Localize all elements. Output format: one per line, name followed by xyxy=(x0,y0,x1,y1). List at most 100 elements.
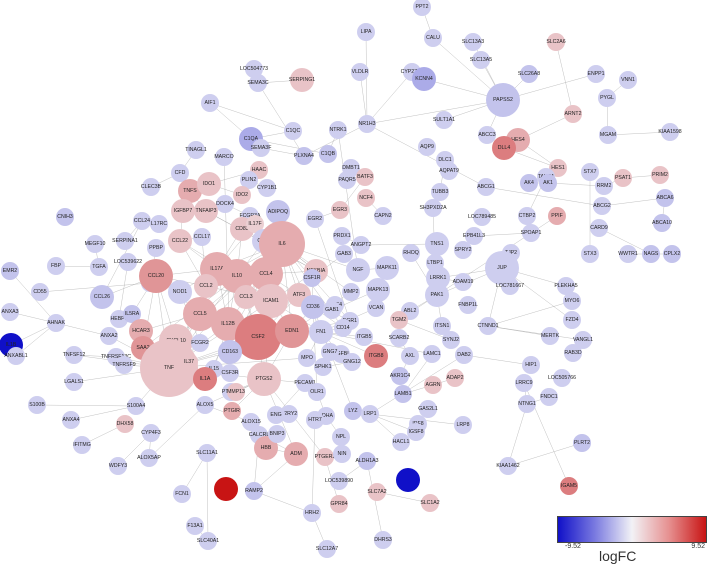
node-circle xyxy=(220,259,254,293)
node-circle xyxy=(245,60,263,78)
node-circle xyxy=(319,145,337,163)
node-label: SH3PXD2A xyxy=(419,205,447,211)
node-circle xyxy=(1,262,19,280)
node-sema3f: SEMA3F xyxy=(251,139,271,157)
node-label: PLXNA4 xyxy=(294,153,314,159)
node-circle xyxy=(139,259,173,293)
node-label: LRRC9 xyxy=(515,380,532,386)
node-circle xyxy=(194,274,218,298)
node-unlabeled xyxy=(396,468,420,492)
node-label: ITGB8 xyxy=(369,353,384,359)
node-label: ALDH1A3 xyxy=(355,458,378,464)
node-lgals1: LGALS1 xyxy=(64,373,84,391)
node-circle xyxy=(343,353,361,371)
node-label: KIAA1598 xyxy=(658,129,681,135)
node-label: FNBP1L xyxy=(458,302,478,308)
node-label: TNFSF12 xyxy=(63,352,86,358)
network-edge xyxy=(209,102,294,132)
node-circle xyxy=(331,201,349,219)
node-circle xyxy=(374,207,392,225)
node-label: IL15 xyxy=(209,366,219,372)
node-igfbp7: IGFBP7 xyxy=(171,199,195,223)
node-tns1: TNS1 xyxy=(425,232,449,256)
node-label: LRP8 xyxy=(457,422,470,428)
node-cd36: CD36 xyxy=(301,295,325,319)
node-circle xyxy=(267,406,285,424)
node-circle xyxy=(548,207,566,225)
node-label: GAS2L1 xyxy=(418,406,438,412)
node-adm: ADM xyxy=(284,442,308,466)
node-igsf8: IGSF8 xyxy=(407,423,425,441)
network-edge xyxy=(206,452,209,542)
node-label: VANGL1 xyxy=(573,337,593,343)
node-label: TNFRSF9 xyxy=(112,362,135,368)
node-vldlr: VLDLR xyxy=(351,63,369,81)
node-circle xyxy=(564,105,582,123)
node-slc13a5: SLC13A5 xyxy=(470,51,492,69)
node-abcg1: ABCG1 xyxy=(477,178,495,196)
node-circle xyxy=(375,256,399,280)
node-circle xyxy=(65,346,83,364)
node-label: CD83 xyxy=(235,226,248,232)
node-circle xyxy=(31,283,49,301)
node-circle xyxy=(193,228,211,246)
node-label: CAPN2 xyxy=(374,213,391,219)
node-circle xyxy=(56,208,74,226)
node-circle xyxy=(187,141,205,159)
node-plxna4: PLXNA4 xyxy=(294,147,314,165)
node-sult1a1: SULT1A1 xyxy=(433,111,455,129)
node-abcc3: ABCC3 xyxy=(478,126,496,144)
node-circle xyxy=(599,126,617,144)
node-gng7: GNG7 xyxy=(321,343,339,361)
network-edge xyxy=(601,197,666,207)
node-htr7: HTR7 xyxy=(306,411,324,429)
network-edge xyxy=(473,232,532,237)
node-mapk13: MAPK13 xyxy=(366,278,390,302)
node-circle xyxy=(574,331,592,349)
node-circle xyxy=(619,71,637,89)
node-anxabl1: ANXABL1 xyxy=(4,347,28,365)
node-circle xyxy=(477,178,495,196)
node-label: ABCC3 xyxy=(478,132,495,138)
node-circle xyxy=(520,65,538,83)
node-circle xyxy=(651,166,669,184)
node-label: PECAM1 xyxy=(294,380,315,386)
node-label: CSF3R xyxy=(221,370,238,376)
node-label: SEMA3C xyxy=(247,80,269,86)
node-gab3: GAB3 xyxy=(335,245,353,263)
node-label: ABL2 xyxy=(404,308,417,314)
node-label: SPHK1 xyxy=(314,364,331,370)
node-loc789485: LOC789485 xyxy=(468,208,496,226)
node-label: ALOX5 xyxy=(197,402,214,408)
node-label: S100A4 xyxy=(127,403,146,409)
node-serpina1: SERPINA1 xyxy=(112,232,138,250)
node-label: GNG12 xyxy=(343,359,361,365)
node-tgfa: TGFA xyxy=(90,258,108,276)
node-npl: NPL xyxy=(332,428,350,446)
node-circle xyxy=(186,517,204,535)
node-slc12a7: SLC12A7 xyxy=(316,540,338,558)
node-label: HACL1 xyxy=(393,439,410,445)
node-nags: NAGS xyxy=(642,245,660,263)
node-circle xyxy=(249,74,267,92)
network-edge xyxy=(311,419,316,514)
node-circle xyxy=(196,396,214,414)
node-jup: JUP xyxy=(485,251,519,285)
node-label: BATF3 xyxy=(357,174,373,180)
node-ak1: AK1 xyxy=(539,174,557,192)
node-clec3b: CLEC3B xyxy=(141,178,162,196)
node-circle xyxy=(598,89,616,107)
node-il17f: IL17F xyxy=(246,215,264,233)
node-label: MYO6 xyxy=(565,298,580,304)
node-circle xyxy=(180,353,198,371)
node-circle xyxy=(455,346,473,364)
node-label: FCGR2 xyxy=(191,340,209,346)
node-loc781667: LOC781667 xyxy=(496,277,524,295)
node-label: FN1 xyxy=(316,329,326,335)
node-label: TUBB3 xyxy=(432,189,449,195)
node-label: PAPSS2 xyxy=(493,97,513,103)
node-circle xyxy=(547,33,565,51)
node-rhoq: RHOQ xyxy=(402,244,420,262)
node-label: SPRY2 xyxy=(455,247,472,253)
node-slc26a8: SLC26A8 xyxy=(518,65,540,83)
